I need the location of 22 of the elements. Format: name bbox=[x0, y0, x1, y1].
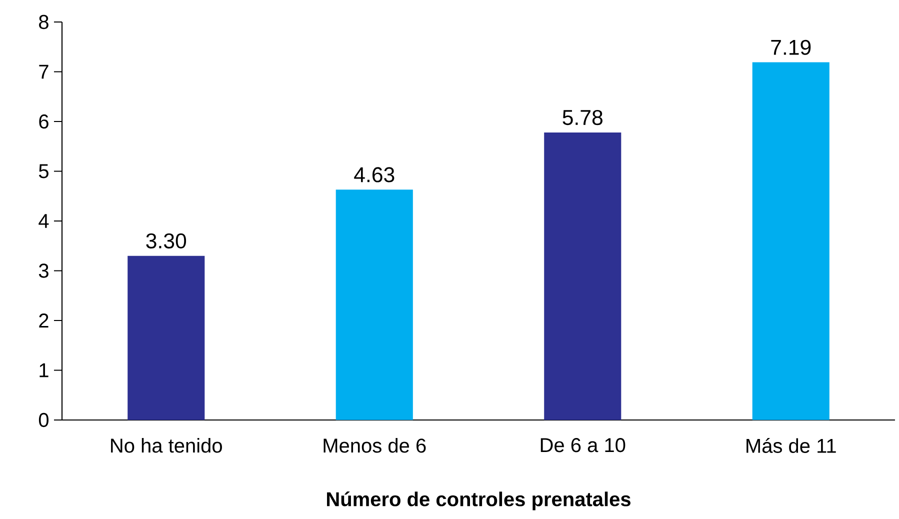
y-tick-label: 4 bbox=[38, 214, 49, 228]
data-label: 4.63 bbox=[354, 167, 394, 182]
bar bbox=[128, 256, 205, 420]
bar bbox=[336, 190, 413, 420]
y-tick-label: 5 bbox=[38, 164, 48, 178]
bar bbox=[752, 62, 830, 420]
x-axis-title: Número de controles prenatales bbox=[327, 491, 630, 510]
y-tick-label: 0 bbox=[38, 412, 48, 428]
y-tick-label: 6 bbox=[39, 114, 48, 129]
y-tick-label: 2 bbox=[39, 314, 48, 328]
y-tick-label: 7 bbox=[39, 64, 48, 79]
x-tick-label: No ha tenido bbox=[111, 438, 222, 453]
data-label: 7.19 bbox=[771, 40, 811, 55]
data-label: 5.78 bbox=[562, 110, 602, 126]
x-tick-label: Más de 11 bbox=[746, 438, 836, 453]
bar bbox=[544, 132, 622, 420]
y-tick-label: 8 bbox=[39, 14, 48, 30]
y-tick-label: 1 bbox=[40, 363, 48, 378]
y-tick-label: 3 bbox=[38, 264, 48, 278]
data-label: 3.30 bbox=[146, 233, 186, 248]
x-tick-label: Menos de 6 bbox=[324, 438, 426, 453]
x-tick-label: De 6 a 10 bbox=[540, 438, 626, 452]
